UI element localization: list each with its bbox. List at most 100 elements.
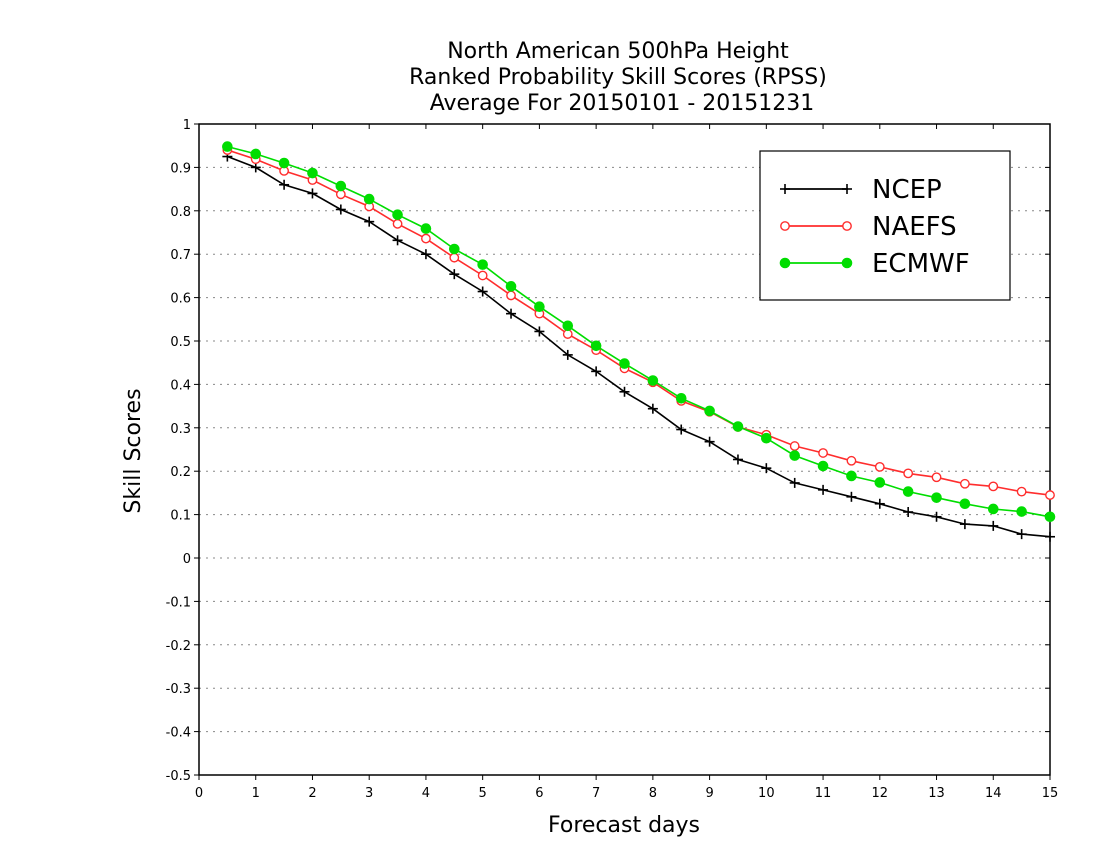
data-point-ecmwf <box>959 498 971 510</box>
data-point-ncep <box>477 286 488 297</box>
data-point-ncep <box>619 386 630 397</box>
data-point-ecmwf <box>931 492 942 503</box>
data-point-ncep <box>335 204 346 215</box>
data-point-ncep <box>704 436 715 447</box>
data-point-naefs <box>335 189 346 200</box>
data-point-ncep <box>789 477 800 488</box>
x-tick-label: 14 <box>985 786 1002 801</box>
y-tick-label: -0.3 <box>166 682 191 697</box>
legend-marker-ecmwf <box>779 257 791 269</box>
y-tick-label: 0.4 <box>170 378 191 393</box>
data-point-ncep <box>1016 529 1027 540</box>
title-line-2: Ranked Probability Skill Scores (RPSS) <box>409 65 827 90</box>
data-point-ecmwf <box>902 486 914 497</box>
legend-label-ncep: NCEP <box>872 175 942 205</box>
data-point-ecmwf <box>590 340 602 352</box>
y-tick-label: -0.5 <box>166 769 191 784</box>
y-tick-label: 0.1 <box>170 509 191 524</box>
data-point-ncep <box>874 498 885 509</box>
data-point-ecmwf <box>477 259 488 270</box>
data-point-ncep <box>931 511 942 522</box>
y-tick-label: -0.4 <box>166 726 191 741</box>
x-tick-label: 0 <box>195 786 203 801</box>
data-point-ncep <box>591 366 602 377</box>
data-point-ecmwf <box>1016 506 1027 517</box>
data-point-ncep <box>364 216 375 227</box>
data-point-naefs <box>1016 486 1027 497</box>
x-tick-label: 10 <box>758 786 775 801</box>
x-tick-label: 2 <box>308 786 316 801</box>
data-point-ecmwf <box>534 301 545 313</box>
data-point-ncep <box>676 424 687 435</box>
data-point-ncep <box>846 491 857 502</box>
data-point-ncep <box>420 249 431 260</box>
legend: NCEP NAEFS ECMWF <box>759 150 1011 301</box>
data-point-naefs <box>392 218 403 229</box>
data-point-ncep <box>562 349 573 360</box>
legend-marker-naefs <box>780 221 790 231</box>
data-point-naefs <box>818 448 828 458</box>
data-point-naefs <box>903 468 914 479</box>
data-point-ncep <box>506 308 517 319</box>
series-line-ncep <box>227 155 1051 538</box>
data-point-ecmwf <box>1044 511 1056 523</box>
y-tick-label: -0.1 <box>166 595 191 610</box>
data-point-naefs <box>846 455 857 466</box>
data-point-ecmwf <box>505 281 517 292</box>
data-point-naefs <box>988 481 999 492</box>
data-point-ecmwf <box>307 167 318 179</box>
y-axis-ticks: -0.5 -0.4 -0.3 -0.2 -0.1 0 0.1 0.2 0.3 0.4 0.5 0.6 0… <box>166 118 1050 784</box>
data-point-naefs <box>1045 490 1055 500</box>
data-point-ecmwf <box>250 148 262 160</box>
plot-frame <box>198 123 1051 776</box>
y-tick-label: 0.3 <box>170 422 191 437</box>
data-point-ecmwf <box>222 141 233 152</box>
data-point-ncep <box>1045 531 1055 542</box>
legend-marker-ecmwf <box>841 257 853 269</box>
x-axis-ticks: 0 1 2 3 4 5 6 7 8 9 10 11 12 13 14 15 <box>195 124 1058 801</box>
x-tick-label: 9 <box>705 786 713 801</box>
x-tick-label: 13 <box>928 786 945 801</box>
x-tick-label: 7 <box>592 786 600 801</box>
chart-title: North American 500hPa Height Ranked Prob… <box>409 39 827 116</box>
series-lines <box>222 141 1056 542</box>
data-point-ecmwf <box>817 460 829 472</box>
y-tick-label: 0.6 <box>170 292 191 307</box>
title-line-1: North American 500hPa Height <box>447 39 789 64</box>
data-point-ncep <box>732 454 743 465</box>
x-tick-label: 12 <box>872 786 889 801</box>
data-point-ecmwf <box>987 503 999 515</box>
y-axis-label: Skill Scores <box>121 388 146 513</box>
legend-marker-ncep <box>842 184 852 194</box>
data-point-ecmwf <box>704 405 715 417</box>
x-tick-label: 6 <box>535 786 543 801</box>
data-point-ecmwf <box>562 320 574 332</box>
y-tick-label: -0.2 <box>166 639 191 654</box>
data-point-ncep <box>818 484 829 495</box>
series-ecmwf <box>222 141 1056 523</box>
data-point-ncep <box>959 519 970 530</box>
x-tick-label: 1 <box>252 786 260 801</box>
data-point-ncep <box>307 188 318 199</box>
legend-entry-naefs: NAEFS <box>780 212 957 242</box>
data-point-ecmwf <box>363 193 375 205</box>
x-axis-label: Forecast days <box>548 813 700 838</box>
data-point-ecmwf <box>675 392 687 404</box>
data-point-naefs <box>477 270 488 281</box>
legend-marker-ncep <box>780 184 790 194</box>
data-point-ecmwf <box>846 470 857 482</box>
legend-entry-ncep: NCEP <box>780 175 942 205</box>
legend-label-naefs: NAEFS <box>872 212 957 242</box>
data-point-naefs <box>562 329 573 339</box>
data-point-ncep <box>250 162 261 173</box>
x-tick-label: 11 <box>815 786 832 801</box>
data-point-ncep <box>903 506 914 517</box>
data-point-ecmwf <box>619 358 630 369</box>
y-tick-label: 0 <box>183 552 191 567</box>
y-tick-label: 0.7 <box>170 248 191 263</box>
data-point-ecmwf <box>761 432 772 444</box>
y-tick-label: 1 <box>183 118 191 133</box>
data-point-ncep <box>988 520 999 531</box>
data-point-ncep <box>534 326 545 337</box>
y-tick-label: 0.8 <box>170 205 191 220</box>
